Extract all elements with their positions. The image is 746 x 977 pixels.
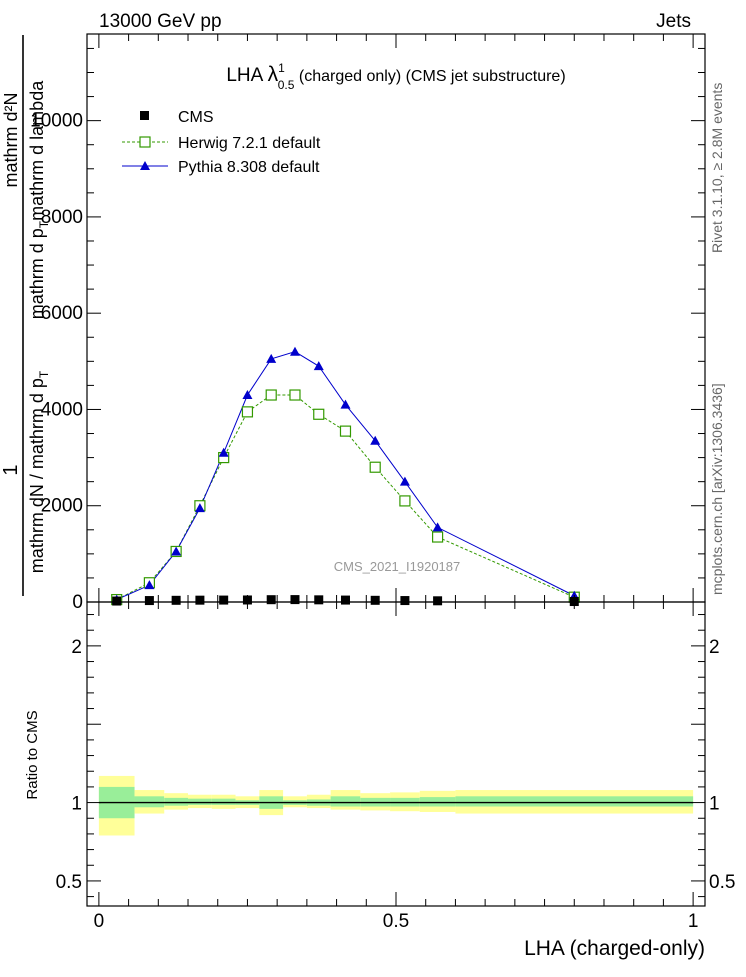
legend-herwig-marker bbox=[139, 136, 151, 148]
ratio-data-layer bbox=[98, 775, 694, 836]
pythia-point bbox=[289, 346, 300, 356]
ylabel-den-bottom: mathrm dN / mathrm d pT bbox=[27, 370, 51, 573]
ratio-xtick-label: 0.5 bbox=[383, 911, 409, 932]
ratio-ytick-label-right: 0.5 bbox=[709, 872, 735, 893]
title-lambda: λ bbox=[268, 63, 279, 86]
title-prefix: LHA bbox=[226, 65, 267, 86]
cms-point bbox=[144, 596, 154, 606]
plot-title: LHA λ1 0.5 (charged only) (CMS jet substr… bbox=[226, 61, 565, 92]
pythia-point bbox=[399, 476, 410, 486]
pythia-point bbox=[242, 390, 253, 400]
ratio-ytick-label-right: 1 bbox=[709, 794, 720, 815]
cms-point bbox=[290, 595, 300, 605]
main-ytick-label: 6000 bbox=[41, 303, 83, 324]
ratio-inner-band bbox=[455, 796, 694, 807]
ratio-xtick-label: 1 bbox=[688, 911, 699, 932]
main-ytick-label: 0 bbox=[72, 592, 83, 613]
rivet-label: Rivet 3.1.10, ≥ 2.8M events bbox=[709, 83, 725, 253]
pythia-point bbox=[370, 435, 381, 445]
ratio-ytick-label: 2 bbox=[71, 637, 82, 658]
ratio-xtick-label: 0 bbox=[94, 911, 105, 932]
legend-herwig-label: Herwig 7.2.1 default bbox=[178, 135, 321, 152]
herwig-point bbox=[431, 531, 444, 543]
ratio-ylabel: Ratio to CMS bbox=[24, 710, 41, 799]
watermark: CMS_2021_I1920187 bbox=[334, 559, 461, 574]
main-data-layer bbox=[111, 346, 580, 607]
header-right: Jets bbox=[656, 11, 691, 32]
ratio-inner-band bbox=[188, 798, 212, 805]
pythia-point bbox=[266, 353, 277, 363]
xlabel: LHA (charged-only) bbox=[524, 937, 705, 960]
herwig-point bbox=[399, 495, 411, 507]
ylabel-numerator: mathrm d²N bbox=[1, 92, 21, 187]
legend-pythia-marker bbox=[140, 161, 150, 170]
pythia-point bbox=[144, 580, 155, 590]
ratio-frame bbox=[86, 601, 706, 907]
main-ytick-label: 4000 bbox=[41, 399, 83, 420]
legend: CMS Herwig 7.2.1 default Pythia 8.308 de… bbox=[122, 109, 321, 176]
pythia-point bbox=[194, 503, 205, 513]
main-axes: 0 2000 4000 6000 8000 10000 bbox=[30, 34, 705, 613]
ratio-ytick-label: 1 bbox=[71, 794, 82, 815]
cms-point bbox=[219, 595, 229, 605]
ratio-inner-band bbox=[211, 798, 236, 805]
herwig-point bbox=[369, 461, 381, 473]
pythia-point bbox=[340, 399, 351, 409]
cms-point bbox=[340, 595, 350, 605]
cms-point bbox=[314, 595, 324, 605]
pythia-line bbox=[116, 351, 575, 601]
mcplots-label: mcplots.cern.ch [arXiv:1306.3436] bbox=[709, 383, 725, 595]
herwig-point bbox=[241, 406, 254, 418]
ratio-inner-band bbox=[330, 796, 361, 807]
title-sub: 0.5 bbox=[278, 78, 295, 92]
header-left: 13000 GeV pp bbox=[99, 11, 222, 32]
cms-point bbox=[370, 595, 380, 605]
ratio-inner-band bbox=[419, 797, 456, 807]
ratio-axes: 0 0.5 1 0.5 0.5 1 1 2 2 bbox=[56, 602, 735, 932]
ylabel-den-top: mathrm d pTmathrm d lambda bbox=[27, 80, 51, 319]
main-ytick-label: 2000 bbox=[41, 496, 83, 517]
cms-point bbox=[171, 595, 181, 605]
ratio-ytick-label-right: 2 bbox=[709, 637, 720, 658]
cms-point bbox=[195, 595, 205, 605]
herwig-point bbox=[313, 408, 325, 420]
main-ytick-label: 8000 bbox=[41, 207, 83, 228]
ylabel-one: 1 bbox=[0, 464, 22, 475]
cms-point bbox=[433, 596, 443, 606]
herwig-point bbox=[265, 389, 277, 401]
title-sup: 1 bbox=[278, 61, 285, 75]
ratio-inner-band bbox=[134, 796, 165, 808]
cms-point bbox=[266, 595, 276, 605]
legend-cms-label: CMS bbox=[178, 109, 214, 126]
herwig-point bbox=[289, 389, 301, 401]
pythia-point bbox=[218, 447, 229, 457]
legend-cms-marker bbox=[140, 111, 149, 120]
title-suffix: (charged only) (CMS jet substructure) bbox=[294, 68, 565, 85]
ratio-ytick-label: 0.5 bbox=[56, 872, 82, 893]
main-ylabel: 1 mathrm d²N mathrm d pTmathrm d lambda … bbox=[0, 35, 51, 596]
ratio-inner-band bbox=[164, 797, 189, 806]
cms-point bbox=[112, 596, 122, 606]
pythia-point bbox=[171, 546, 182, 556]
pythia-point bbox=[432, 522, 443, 532]
pythia-point bbox=[313, 361, 324, 371]
cms-point bbox=[400, 596, 410, 606]
legend-pythia-label: Pythia 8.308 default bbox=[178, 159, 320, 176]
herwig-point bbox=[339, 425, 352, 437]
main-ytick-label: 10000 bbox=[30, 111, 83, 132]
